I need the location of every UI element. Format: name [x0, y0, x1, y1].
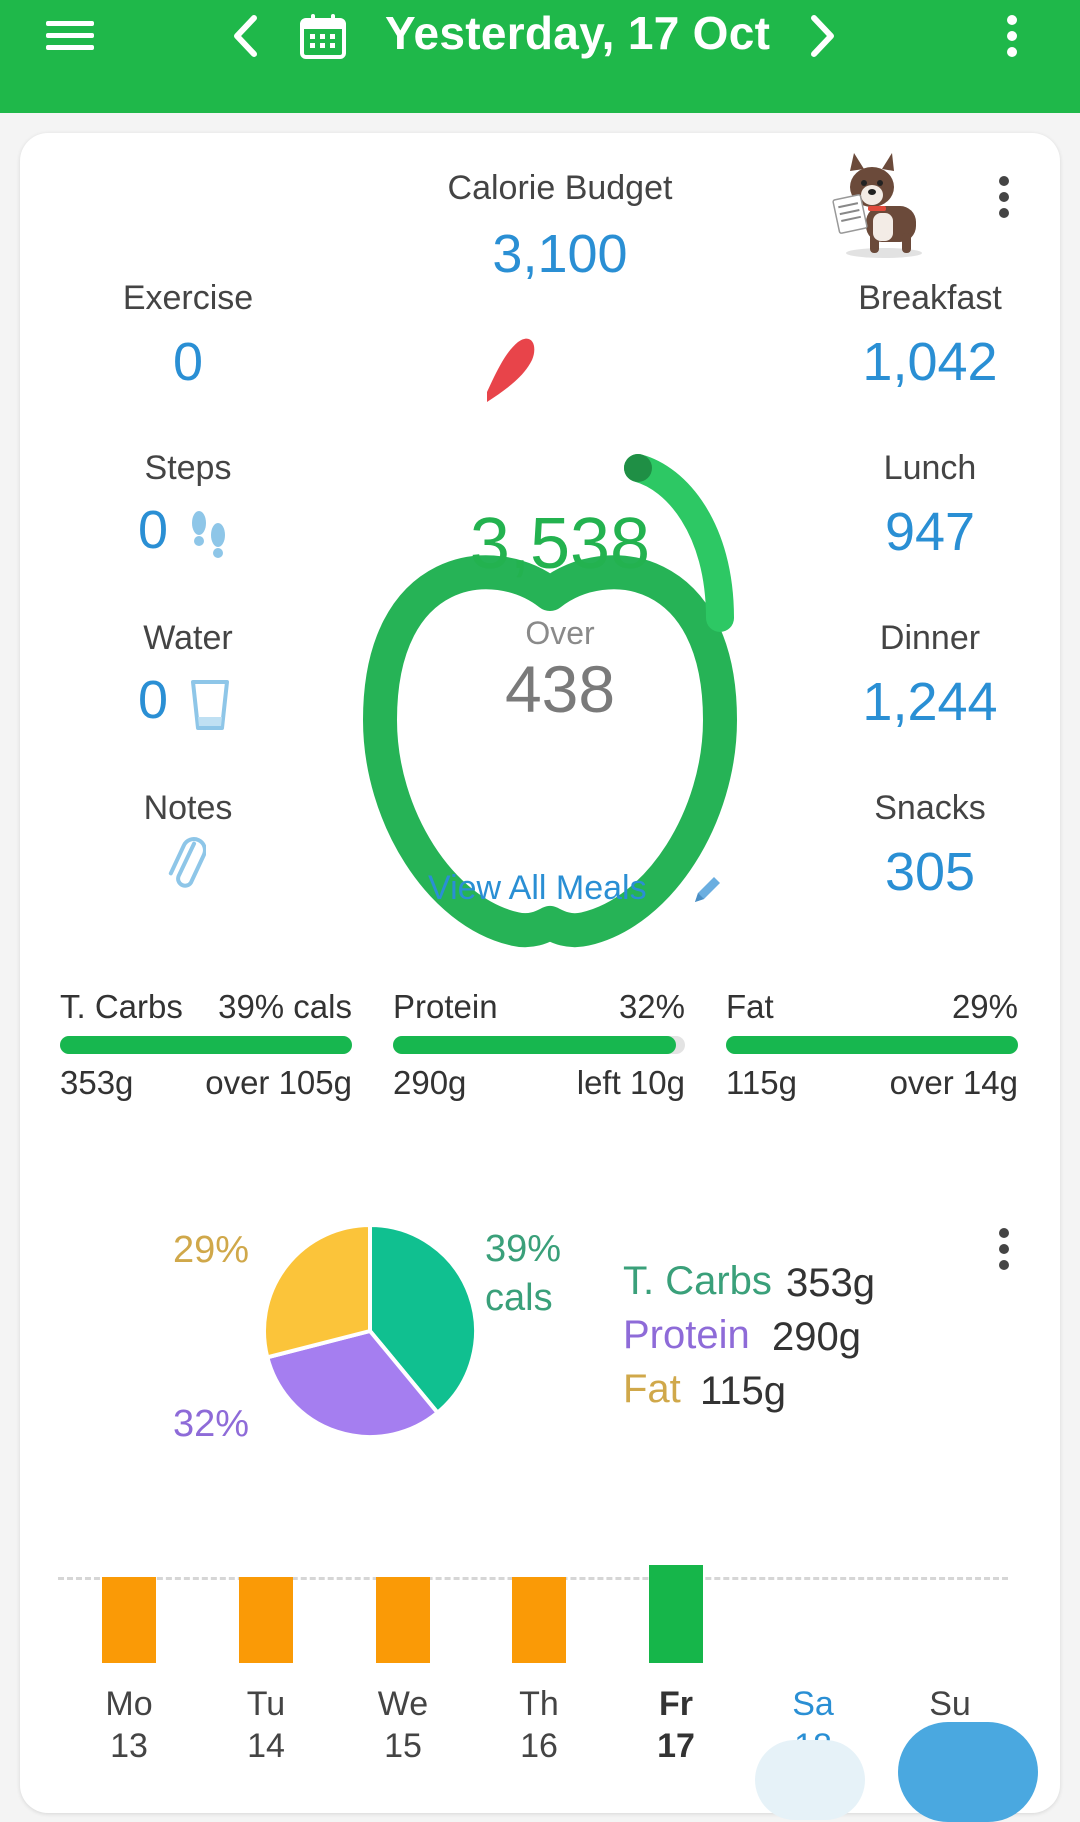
legend-fat-name: Fat — [623, 1367, 681, 1411]
day-tu[interactable]: Tu 14 — [221, 1683, 311, 1767]
macro-name: Protein — [393, 988, 498, 1025]
day-we[interactable]: We 15 — [358, 1683, 448, 1767]
macro-delta: over 14g — [889, 1064, 1018, 1101]
edit-pencil-icon — [690, 871, 726, 912]
pie-protein-percent: 32% — [173, 1403, 250, 1445]
overflow-menu-icon[interactable] — [990, 0, 1034, 72]
day-name: We — [377, 1685, 429, 1723]
paperclip-icon[interactable] — [168, 833, 207, 898]
add-fab[interactable] — [898, 1722, 1038, 1822]
summary-card: Calorie Budget 3,100 Exercise 0 Steps 0 — [20, 133, 1060, 1813]
over-value: 438 — [504, 652, 616, 726]
next-day-icon[interactable] — [798, 0, 848, 72]
day-name: Th — [519, 1685, 559, 1723]
macro-name: T. Carbs — [60, 988, 183, 1025]
day-bar-th[interactable] — [512, 1577, 566, 1663]
macro-percent: 39% cals — [218, 988, 352, 1025]
secondary-fab[interactable] — [755, 1740, 865, 1820]
day-bar-we[interactable] — [376, 1577, 430, 1663]
water-value: 0 — [138, 670, 169, 730]
macro-name: Fat — [726, 988, 774, 1025]
day-date: 14 — [247, 1727, 285, 1765]
view-all-meals-text: View All Meals — [428, 869, 647, 907]
macro-grams: 290g — [393, 1064, 467, 1101]
day-th[interactable]: Th 16 — [494, 1683, 584, 1767]
pie-svg — [262, 1222, 478, 1439]
macro-grams: 353g — [60, 1064, 134, 1101]
macro-bar-fill — [726, 1036, 1018, 1054]
day-name: Su — [929, 1685, 971, 1723]
water-label: Water — [143, 619, 233, 657]
calorie-budget-value[interactable]: 3,100 — [492, 224, 628, 284]
pie-slice-fat — [262, 1222, 372, 1360]
day-name: Mo — [105, 1685, 153, 1723]
water-row[interactable]: 0 — [68, 669, 308, 739]
top-app-bar: Yesterday, 17 Oct — [0, 0, 1080, 113]
macro-delta: left 10g — [576, 1064, 685, 1101]
macro-carbs[interactable]: T. Carbs 39% cals 353g over 105g — [60, 988, 352, 1101]
day-date: 13 — [110, 1727, 148, 1765]
chart-overflow-menu-icon[interactable] — [992, 1225, 1016, 1275]
macro-fat[interactable]: Fat 29% 115g over 14g — [726, 988, 1018, 1101]
day-bar-fr[interactable] — [649, 1565, 703, 1663]
legend-protein-grams: 290g — [772, 1315, 861, 1359]
breakfast-value[interactable]: 1,042 — [862, 332, 998, 392]
previous-day-icon[interactable] — [220, 0, 270, 72]
steps-label: Steps — [144, 449, 232, 487]
day-date: 16 — [520, 1727, 558, 1765]
notes-label: Notes — [143, 789, 233, 827]
calendar-icon[interactable] — [295, 0, 351, 72]
card-overflow-menu-icon[interactable] — [992, 173, 1016, 223]
day-date: 15 — [384, 1727, 422, 1765]
legend-fat-grams: 115g — [700, 1369, 787, 1413]
exercise-label: Exercise — [122, 279, 254, 317]
day-su[interactable]: Su — [905, 1683, 995, 1725]
pie-carbs-percent: 39% — [485, 1228, 562, 1270]
lunch-label: Lunch — [883, 449, 977, 487]
macro-percent: 32% — [618, 988, 685, 1025]
dinner-label: Dinner — [879, 619, 981, 657]
lunch-value[interactable]: 947 — [884, 502, 976, 562]
steps-row[interactable]: 0 — [68, 499, 308, 569]
day-name: Fr — [659, 1685, 693, 1723]
snacks-value[interactable]: 305 — [884, 842, 976, 902]
macro-bar-fill — [60, 1036, 352, 1054]
calorie-apple-ring[interactable] — [320, 328, 780, 958]
snacks-label: Snacks — [874, 789, 986, 827]
pie-slice-protein — [264, 1328, 441, 1439]
day-bar-mo[interactable] — [102, 1577, 156, 1663]
legend-carbs-name: T. Carbs — [623, 1259, 772, 1303]
macro-bar-fill — [393, 1036, 676, 1054]
day-name: Sa — [792, 1685, 834, 1723]
dog-mascot-icon — [828, 151, 928, 261]
legend-protein-name: Protein — [623, 1313, 750, 1357]
day-name: Tu — [246, 1685, 286, 1723]
dinner-value[interactable]: 1,244 — [862, 672, 998, 732]
macro-percent: 29% — [951, 988, 1018, 1025]
menu-icon[interactable] — [38, 0, 102, 72]
date-title[interactable]: Yesterday, 17 Oct — [385, 7, 771, 59]
footprints-icon — [188, 509, 230, 570]
calories-eaten-value: 3,538 — [469, 504, 651, 584]
exercise-value[interactable]: 0 — [172, 332, 204, 392]
pie-slice-t-carbs — [368, 1222, 478, 1416]
day-fr[interactable]: Fr 17 — [631, 1683, 721, 1767]
day-mo[interactable]: Mo 13 — [84, 1683, 174, 1767]
macro-grams: 115g — [726, 1064, 797, 1101]
macro-pie-chart[interactable] — [260, 1221, 480, 1441]
view-all-meals-link[interactable]: View All Meals — [420, 861, 740, 917]
macro-delta: over 105g — [205, 1064, 352, 1101]
pie-fat-percent: 29% — [173, 1229, 250, 1271]
breakfast-label: Breakfast — [858, 279, 1002, 317]
macro-protein[interactable]: Protein 32% 290g left 10g — [393, 988, 685, 1101]
day-date: 17 — [657, 1727, 695, 1765]
legend-carbs-grams: 353g — [786, 1261, 875, 1305]
calorie-budget-label: Calorie Budget — [447, 169, 673, 207]
steps-value: 0 — [138, 500, 169, 560]
pie-carbs-unit: cals — [485, 1277, 553, 1319]
day-bar-tu[interactable] — [239, 1577, 293, 1663]
over-label: Over — [525, 615, 595, 651]
water-glass-icon — [190, 679, 230, 736]
